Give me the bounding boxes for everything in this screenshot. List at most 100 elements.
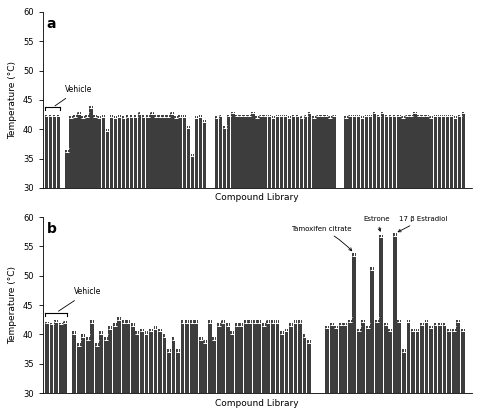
Bar: [65, 150, 69, 188]
Bar: [187, 126, 190, 188]
Bar: [272, 116, 275, 188]
Bar: [140, 329, 144, 393]
Bar: [381, 111, 384, 188]
Bar: [104, 337, 108, 393]
Bar: [302, 334, 306, 393]
Y-axis label: Temperature (°C): Temperature (°C): [8, 61, 17, 139]
Bar: [90, 320, 94, 393]
Bar: [176, 349, 180, 393]
Bar: [122, 116, 125, 188]
Bar: [320, 114, 324, 188]
Bar: [325, 326, 329, 393]
Bar: [95, 343, 99, 393]
Bar: [264, 114, 267, 188]
Bar: [433, 114, 437, 188]
Bar: [388, 329, 392, 393]
Bar: [296, 114, 300, 188]
Y-axis label: Temperature (°C): Temperature (°C): [8, 266, 17, 344]
Bar: [158, 329, 162, 393]
Bar: [174, 116, 178, 188]
Bar: [108, 326, 112, 393]
Bar: [73, 114, 77, 188]
Bar: [385, 114, 388, 188]
Bar: [259, 114, 263, 188]
Bar: [294, 320, 298, 393]
Bar: [203, 120, 206, 188]
Bar: [190, 320, 193, 393]
Text: Vehicle: Vehicle: [59, 287, 102, 311]
Bar: [227, 114, 230, 188]
Bar: [411, 329, 415, 393]
Bar: [334, 326, 338, 393]
Bar: [146, 114, 149, 188]
Bar: [371, 267, 374, 393]
Bar: [81, 334, 85, 393]
Bar: [348, 114, 352, 188]
Bar: [421, 114, 425, 188]
Bar: [131, 323, 135, 393]
Bar: [219, 114, 222, 188]
Bar: [199, 337, 203, 393]
Bar: [247, 114, 251, 188]
Bar: [397, 114, 400, 188]
Bar: [81, 116, 85, 188]
Bar: [57, 114, 60, 188]
Bar: [332, 114, 336, 188]
Bar: [106, 129, 109, 188]
Bar: [458, 114, 461, 188]
Bar: [179, 114, 182, 188]
Bar: [194, 320, 198, 393]
Bar: [304, 114, 307, 188]
Bar: [114, 116, 117, 188]
Bar: [163, 334, 167, 393]
Bar: [365, 114, 368, 188]
Bar: [369, 114, 372, 188]
Bar: [138, 111, 142, 188]
Bar: [280, 114, 283, 188]
Bar: [89, 106, 93, 188]
Bar: [438, 323, 442, 393]
Bar: [339, 323, 343, 393]
Bar: [417, 114, 421, 188]
Bar: [249, 320, 252, 393]
Bar: [240, 323, 243, 393]
Bar: [113, 323, 117, 393]
Bar: [166, 114, 170, 188]
Bar: [45, 114, 48, 188]
Bar: [312, 116, 315, 188]
Bar: [49, 114, 52, 188]
Bar: [126, 320, 130, 393]
Bar: [167, 349, 171, 393]
Bar: [357, 114, 360, 188]
Bar: [199, 114, 202, 188]
Bar: [357, 329, 360, 393]
Bar: [416, 329, 420, 393]
Bar: [343, 323, 347, 393]
Bar: [352, 253, 356, 393]
Bar: [443, 323, 446, 393]
Bar: [212, 337, 216, 393]
Bar: [257, 320, 261, 393]
Bar: [266, 320, 270, 393]
Bar: [456, 320, 460, 393]
Bar: [445, 114, 449, 188]
Bar: [253, 320, 257, 393]
Bar: [413, 111, 417, 188]
Bar: [49, 323, 53, 393]
Bar: [69, 116, 72, 188]
X-axis label: Compound Library: Compound Library: [216, 399, 299, 408]
Bar: [452, 329, 456, 393]
Bar: [433, 323, 437, 393]
Bar: [284, 114, 287, 188]
Text: Tamoxifen citrate: Tamoxifen citrate: [291, 226, 352, 251]
Bar: [407, 320, 410, 393]
Bar: [373, 111, 376, 188]
Bar: [267, 114, 271, 188]
Bar: [276, 114, 279, 188]
Bar: [223, 126, 227, 188]
Bar: [366, 326, 370, 393]
Bar: [430, 116, 433, 188]
Bar: [425, 320, 429, 393]
Bar: [195, 116, 198, 188]
Bar: [118, 114, 121, 188]
